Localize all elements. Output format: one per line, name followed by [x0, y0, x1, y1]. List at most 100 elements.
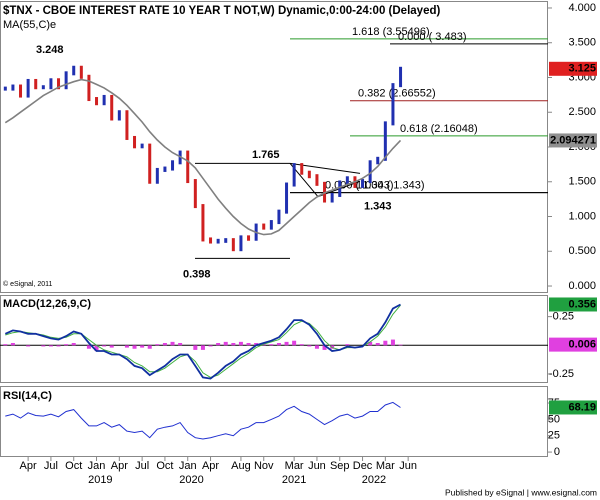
histogram-bar — [231, 343, 236, 346]
candle — [163, 166, 167, 172]
level-label: 0.000 ( 1.343) — [325, 180, 394, 192]
price-tag — [549, 297, 597, 312]
y-tick-label: 0.500 — [568, 245, 596, 257]
x-tick-label: Apr — [111, 460, 128, 472]
candle — [133, 135, 137, 149]
x-tick-label: Jun — [399, 460, 417, 472]
histogram-bar — [375, 343, 380, 346]
histogram-bar — [314, 345, 319, 349]
candle — [239, 235, 243, 252]
candle — [269, 220, 273, 230]
candle — [399, 66, 403, 88]
histogram-bar — [102, 345, 107, 347]
price-tag — [549, 133, 597, 148]
point-label: 3.248 — [36, 44, 64, 56]
histogram-bar — [94, 345, 99, 352]
macd-panel — [0, 295, 548, 383]
candle — [72, 65, 76, 76]
credit: © eSignal, 2011 — [3, 280, 53, 288]
candle — [57, 78, 61, 90]
candle — [34, 78, 38, 90]
main-panel — [0, 1, 548, 293]
histogram-bar — [292, 340, 297, 346]
candle — [209, 237, 213, 244]
ma-label: MA(55,C)e — [3, 19, 56, 31]
candle — [171, 160, 175, 171]
y-tick-label: 3.500 — [568, 37, 596, 49]
candle — [292, 163, 296, 187]
histogram-bar — [71, 343, 76, 346]
histogram-bar — [64, 344, 69, 346]
histogram-bar — [398, 344, 403, 346]
candle — [186, 150, 190, 184]
histogram-bar — [155, 344, 160, 346]
y-tick-label: 25 — [548, 430, 560, 442]
candle — [64, 71, 68, 90]
candle — [247, 235, 251, 241]
histogram-bar — [390, 339, 395, 346]
macd-line — [4, 303, 401, 380]
x-tick-label: Sep — [330, 460, 350, 472]
candle — [285, 182, 289, 214]
histogram-bar — [368, 341, 373, 346]
year-label: 2022 — [362, 474, 386, 486]
year-label: 2019 — [88, 474, 112, 486]
level-label: 0.382 (2.66552) — [358, 88, 436, 100]
x-tick-label: Oct — [65, 460, 82, 472]
x-tick-label: Jul — [135, 460, 149, 472]
histogram-bar — [170, 341, 175, 346]
histogram-bar — [223, 341, 228, 346]
candle — [19, 84, 23, 98]
price-tag — [549, 61, 597, 76]
candle — [3, 86, 7, 91]
y-tick-label: 1.500 — [568, 176, 596, 188]
candle — [262, 223, 266, 230]
price-tag-label: 3.125 — [568, 63, 596, 75]
histogram-bar — [276, 343, 281, 346]
year-label: 2020 — [179, 474, 203, 486]
candle — [102, 94, 106, 106]
price-tag-label: 2.094271 — [550, 134, 596, 146]
candle — [338, 180, 342, 197]
histogram-bar — [56, 345, 61, 347]
price-tag — [549, 400, 597, 415]
candle — [201, 204, 205, 242]
histogram-bar — [238, 341, 243, 346]
histogram-bar — [26, 345, 31, 347]
price-tag-label: 0.356 — [568, 298, 596, 310]
candle — [216, 238, 220, 244]
x-tick-label: Jan — [179, 460, 197, 472]
x-tick-label: Oct — [156, 460, 173, 472]
x-tick-label: Mar — [285, 460, 304, 472]
candle — [148, 143, 152, 184]
y-tick-label: 0 — [554, 446, 560, 458]
candle — [11, 84, 15, 91]
histogram-bar — [162, 343, 167, 346]
candle — [231, 238, 235, 252]
histogram-bar — [246, 343, 251, 346]
histogram-bar — [284, 341, 289, 346]
histogram-bar — [132, 345, 137, 349]
histogram-bar — [307, 345, 312, 347]
candle — [140, 143, 144, 149]
y-tick-label: 50 — [548, 413, 560, 425]
candle — [125, 110, 129, 140]
histogram-bar — [208, 345, 213, 347]
histogram-bar — [147, 345, 152, 349]
histogram-bar — [269, 344, 274, 346]
candle — [345, 176, 349, 185]
point-label: 1.765 — [252, 149, 280, 161]
candle — [110, 94, 114, 121]
histogram-bar — [3, 344, 8, 346]
candle — [41, 85, 45, 90]
level-label: 0.618 (2.16048) — [400, 123, 478, 135]
x-tick-label: Dec — [353, 460, 373, 472]
candle — [368, 160, 372, 184]
y-tick-label: -0.25 — [549, 368, 574, 380]
histogram-bar — [383, 340, 388, 346]
histogram-bar — [41, 345, 46, 347]
level-label: 1.618 (3.55496) — [352, 26, 430, 38]
candle — [391, 83, 395, 126]
